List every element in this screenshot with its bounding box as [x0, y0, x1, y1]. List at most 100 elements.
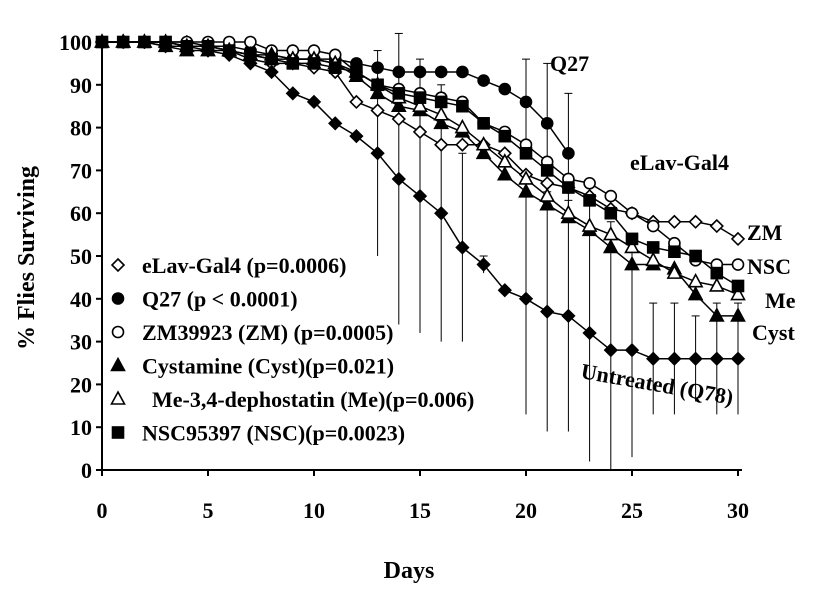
point-nsc	[625, 232, 639, 246]
point-cyst	[369, 84, 386, 100]
point-me	[518, 170, 534, 185]
point-nsc	[371, 78, 384, 92]
legend-label-zm: ZM39923 (ZM) (p=0.0005)	[142, 320, 393, 345]
point-untreated	[561, 308, 576, 324]
point-untreated	[688, 351, 703, 366]
point-zm	[625, 206, 639, 220]
point-cyst	[624, 255, 640, 271]
y-tick-label: 30	[70, 330, 92, 355]
point-untreated	[391, 171, 406, 187]
point-q27	[498, 82, 512, 96]
y-tick-label: 50	[70, 244, 92, 269]
x-tick-label: 5	[203, 498, 214, 523]
y-tick-label: 20	[70, 372, 92, 397]
x-tick-label: 15	[409, 498, 431, 523]
point-nsc	[562, 181, 575, 194]
point-untreated	[412, 188, 428, 204]
point-untreated	[222, 47, 237, 62]
point-cyst	[518, 183, 534, 198]
y-tick-label: 70	[70, 158, 92, 183]
point-me	[624, 238, 640, 254]
x-tick-label: 30	[727, 498, 749, 523]
point-untreated	[200, 43, 216, 58]
point-untreated	[497, 283, 512, 298]
annotation-zm: ZM	[747, 220, 783, 245]
legend-label-q27: Q27 (p < 0.0001)	[142, 287, 298, 312]
point-me	[560, 204, 577, 219]
point-nsc	[477, 117, 490, 130]
point-me	[602, 225, 619, 241]
y-tick-label: 100	[59, 30, 92, 55]
point-untreated	[455, 240, 470, 255]
point-nsc	[307, 57, 321, 70]
point-q27	[519, 95, 533, 109]
point-nsc	[604, 206, 618, 220]
point-nsc	[498, 129, 512, 143]
y-tick-label: 80	[70, 116, 92, 141]
series-points	[94, 33, 746, 366]
point-me	[645, 251, 662, 267]
point-untreated	[243, 56, 258, 71]
point-nsc	[456, 99, 469, 113]
legend-marker-elav	[110, 257, 126, 273]
point-elav	[370, 103, 385, 118]
point-nsc	[646, 241, 660, 254]
point-untreated	[264, 64, 279, 80]
point-untreated	[624, 343, 640, 358]
point-me	[687, 273, 704, 288]
legend: eLav-Gal4 (p=0.0006) Q27 (p < 0.0001) ZM39…	[110, 253, 474, 446]
point-q27	[540, 117, 554, 130]
point-nsc	[668, 245, 681, 259]
point-nsc	[265, 52, 278, 66]
point-q27	[562, 146, 575, 160]
annotation-untreated: Untreated (Q78)	[579, 358, 735, 409]
point-nsc	[392, 87, 406, 100]
legend-marker-me	[110, 390, 126, 405]
y-tick-label: 60	[70, 201, 92, 226]
y-tick-label: 0	[81, 458, 92, 483]
point-me	[454, 118, 471, 134]
point-untreated	[476, 257, 491, 272]
x-tick-label: 25	[621, 498, 643, 523]
point-nsc	[434, 95, 448, 109]
point-cyst	[475, 144, 492, 160]
point-elav	[688, 214, 703, 229]
point-cyst	[433, 114, 450, 130]
point-q27	[456, 65, 469, 79]
point-untreated	[349, 129, 364, 144]
point-untreated	[116, 34, 131, 50]
legend-label-nsc: NSC95397 (NSC)(p=0.0023)	[142, 421, 405, 446]
annotation-nsc: NSC	[747, 254, 791, 279]
point-me	[475, 136, 492, 151]
point-nsc	[731, 279, 745, 293]
legend-label-elav: eLav-Gal4 (p=0.0006)	[142, 253, 346, 278]
point-untreated	[730, 351, 746, 366]
point-me	[496, 153, 513, 168]
point-nsc	[519, 146, 533, 160]
point-elav	[709, 218, 724, 234]
annotation-me: Me	[765, 288, 796, 313]
point-me	[708, 277, 725, 292]
y-tick-label: 10	[70, 415, 92, 440]
point-zm	[604, 189, 618, 203]
y-axis-title: % Flies Surviving	[14, 166, 40, 350]
x-tick-label: 20	[515, 498, 537, 523]
point-nsc	[328, 61, 342, 74]
point-me	[412, 97, 428, 112]
legend-marker-q27	[111, 292, 125, 305]
point-untreated	[603, 343, 618, 358]
point-q27	[371, 61, 384, 74]
point-untreated	[709, 351, 724, 366]
point-untreated	[518, 291, 534, 306]
point-elav	[730, 231, 746, 247]
point-cyst	[496, 166, 513, 181]
point-untreated	[306, 94, 322, 110]
point-me	[730, 285, 746, 301]
point-elav	[434, 137, 449, 152]
axes: 0 10 20 30 40 50 60 70 80 90 100 0 5 10 15 20 25 30	[59, 30, 749, 523]
x-axis-title: Days	[384, 558, 435, 584]
point-untreated	[158, 39, 173, 54]
point-q27	[413, 65, 427, 79]
point-untreated	[434, 206, 449, 221]
